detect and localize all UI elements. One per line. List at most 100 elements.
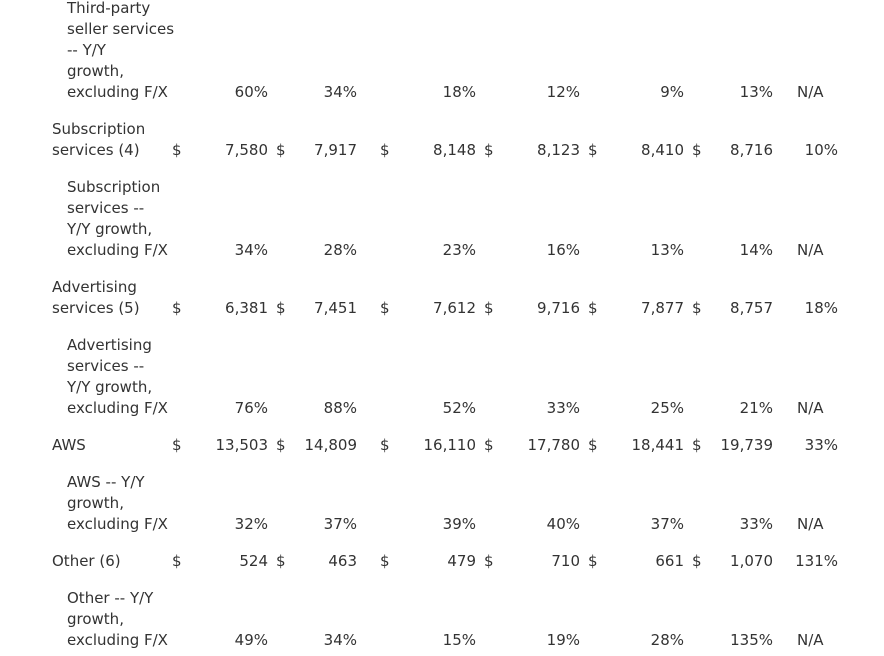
change-cell: 18% xyxy=(804,299,838,317)
row-label: Other -- Y/Y growth, excluding F/X xyxy=(67,588,168,651)
currency-symbol: $ xyxy=(380,299,390,317)
currency-symbol: $ xyxy=(692,141,702,159)
row-label: Subscription services -- Y/Y growth, exclud… xyxy=(67,177,168,261)
currency-symbol: $ xyxy=(276,299,286,317)
value-cell: 23% xyxy=(442,241,476,259)
row-label-line: excluding F/X xyxy=(67,399,168,417)
value-cell: 52% xyxy=(442,399,476,417)
value-cell: 76% xyxy=(234,399,268,417)
row-label-line: Subscription xyxy=(52,120,146,138)
change-cell: 131% xyxy=(795,552,838,570)
amount-row: Other (6) $524 $463 $479 $710 $661 $1,070 131% xyxy=(0,551,884,572)
row-label-line: excluding F/X xyxy=(67,631,168,649)
value-cell: 17,780 xyxy=(527,436,581,454)
row-label-line: growth, xyxy=(67,62,124,80)
value-cell: 40% xyxy=(546,515,580,533)
row-label-line: Advertising xyxy=(67,336,152,354)
value-cell: 16% xyxy=(546,241,580,259)
change-cell: 10% xyxy=(804,141,838,159)
change-cell: N/A xyxy=(797,631,824,649)
value-cell: 13,503 xyxy=(215,436,269,454)
change-cell: 33% xyxy=(804,436,838,454)
row-label: Advertising services -- Y/Y growth, excludi… xyxy=(67,335,168,419)
growth-row: AWS -- Y/Y growth, excluding F/X 32% 37% 39% 4… xyxy=(0,472,884,535)
row-label-line: services -- xyxy=(67,357,145,375)
currency-symbol: $ xyxy=(172,141,182,159)
currency-symbol: $ xyxy=(172,436,182,454)
value-cell: 34% xyxy=(323,631,357,649)
value-cell: 37% xyxy=(650,515,684,533)
amount-row: AWS $13,503 $14,809 $16,110 $17,780 $18,441 $1… xyxy=(0,435,884,456)
value-cell: 7,877 xyxy=(641,299,684,317)
row-label-line: services (4) xyxy=(52,141,140,159)
value-cell: 661 xyxy=(655,552,684,570)
growth-row: Subscription services -- Y/Y growth, exclud… xyxy=(0,177,884,261)
row-label-line: growth, xyxy=(67,494,124,512)
value-cell: 6,381 xyxy=(225,299,268,317)
value-cell: 14% xyxy=(739,241,773,259)
currency-symbol: $ xyxy=(484,436,494,454)
value-cell: 135% xyxy=(730,631,773,649)
value-cell: 32% xyxy=(234,515,268,533)
value-cell: 13% xyxy=(650,241,684,259)
currency-symbol: $ xyxy=(172,552,182,570)
row-label-line: growth, xyxy=(67,610,124,628)
value-cell: 15% xyxy=(442,631,476,649)
row-label-line: excluding F/X xyxy=(67,515,168,533)
value-cell: 7,451 xyxy=(314,299,357,317)
value-cell: 479 xyxy=(447,552,476,570)
value-cell: 18% xyxy=(442,83,476,101)
row-label-line: services (5) xyxy=(52,299,140,317)
value-cell: 28% xyxy=(650,631,684,649)
amount-row: Subscription services (4) $7,580 $7,917 $8,1… xyxy=(0,119,884,161)
value-cell: 60% xyxy=(234,83,268,101)
currency-symbol: $ xyxy=(588,141,598,159)
row-label: Advertising services (5) xyxy=(52,277,140,319)
change-cell: N/A xyxy=(797,515,824,533)
value-cell: 19,739 xyxy=(720,436,774,454)
row-label: Other (6) xyxy=(52,551,121,572)
value-cell: 28% xyxy=(323,241,357,259)
value-cell: 39% xyxy=(442,515,476,533)
value-cell: 21% xyxy=(739,399,773,417)
row-label: Subscription services (4) xyxy=(52,119,145,161)
value-cell: 8,757 xyxy=(730,299,773,317)
row-label: AWS -- Y/Y growth, excluding F/X xyxy=(67,472,168,535)
currency-symbol: $ xyxy=(276,552,286,570)
currency-symbol: $ xyxy=(692,299,702,317)
currency-symbol: $ xyxy=(484,141,494,159)
value-cell: 8,123 xyxy=(537,141,580,159)
row-label-line: seller services xyxy=(67,20,175,38)
currency-symbol: $ xyxy=(172,299,182,317)
value-cell: 7,612 xyxy=(433,299,476,317)
value-cell: 710 xyxy=(551,552,580,570)
row-label-line: Other (6) xyxy=(52,552,121,570)
value-cell: 9,716 xyxy=(537,299,580,317)
row-label-line: excluding F/X xyxy=(67,83,168,101)
value-cell: 7,917 xyxy=(314,141,357,159)
growth-row: Advertising services -- Y/Y growth, excludi… xyxy=(0,335,884,419)
growth-row: Third-party seller services -- Y/Y growth, e… xyxy=(0,0,884,103)
value-cell: 524 xyxy=(239,552,268,570)
currency-symbol: $ xyxy=(380,436,390,454)
amount-row: Advertising services (5) $6,381 $7,451 $7,61… xyxy=(0,277,884,319)
currency-symbol: $ xyxy=(588,436,598,454)
row-label: AWS xyxy=(52,435,86,456)
value-cell: 88% xyxy=(323,399,357,417)
row-label-line: AWS -- Y/Y xyxy=(67,473,145,491)
currency-symbol: $ xyxy=(692,552,702,570)
value-cell: 49% xyxy=(234,631,268,649)
value-cell: 25% xyxy=(650,399,684,417)
value-cell: 16,110 xyxy=(423,436,477,454)
row-label-line: AWS xyxy=(52,436,86,454)
row-label-line: -- Y/Y xyxy=(67,41,106,59)
value-cell: 7,580 xyxy=(225,141,268,159)
row-label-line: Y/Y growth, xyxy=(67,378,153,396)
change-cell: N/A xyxy=(797,241,824,259)
row-label-line: Subscription xyxy=(67,178,161,196)
change-cell: N/A xyxy=(797,83,824,101)
value-cell: 9% xyxy=(660,83,684,101)
growth-row: Other -- Y/Y growth, excluding F/X 49% 34% 15… xyxy=(0,588,884,651)
value-cell: 463 xyxy=(328,552,357,570)
